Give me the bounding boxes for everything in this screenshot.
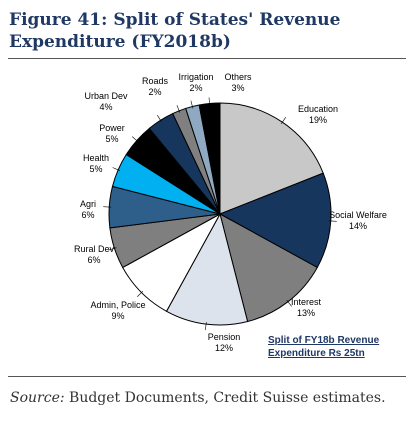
slice-label-interest: Interest: [291, 297, 322, 307]
leader-social-welfare: [328, 220, 337, 222]
leader-power: [132, 136, 139, 143]
figure-title-line-1: Figure 41: Split of States' Revenue: [9, 10, 341, 30]
leader-irrigation: [190, 100, 194, 109]
chart-subtitle-line-1: Split of FY18b Revenue: [268, 335, 380, 346]
leader-roads: [176, 105, 181, 113]
leader-health: [112, 167, 121, 171]
slice-label-urban-dev: Urban Dev: [84, 91, 128, 101]
slice-label-social-welfare: Social Welfare: [329, 210, 387, 220]
leader-rural-dev: [108, 247, 117, 251]
slice-label-agri: Agri: [80, 199, 96, 209]
slice-label-power: Power: [99, 123, 125, 133]
slice-value-health: 5%: [89, 164, 102, 174]
slice-value-others: 3%: [231, 83, 244, 93]
slice-label-rural-dev: Rural Dev: [74, 244, 115, 254]
leader-lines: [103, 97, 337, 331]
slice-value-pension: 12%: [215, 343, 233, 353]
slice-value-roads: 2%: [148, 87, 161, 97]
chart-subtitle-line-2: Expenditure Rs 25tn: [268, 348, 365, 359]
slice-value-urban-dev: 4%: [99, 102, 112, 112]
slice-label-education: Education: [298, 104, 338, 114]
slice-value-education: 19%: [309, 115, 327, 125]
slice-value-agri: 6%: [81, 210, 94, 220]
slice-label-irrigation: Irrigation: [178, 72, 213, 82]
slice-value-rural-dev: 6%: [87, 255, 100, 265]
slice-label-pension: Pension: [208, 332, 241, 342]
leader-urban-dev: [157, 115, 162, 123]
leader-agri: [103, 206, 112, 208]
slice-value-irrigation: 2%: [189, 83, 202, 93]
slice-label-others: Others: [224, 72, 252, 82]
slice-value-interest: 13%: [297, 308, 315, 318]
leader-others: [208, 97, 211, 106]
leader-interest: [286, 299, 292, 307]
source-note: Source: Budget Documents, Credit Suisse …: [10, 388, 410, 408]
figure-title-line-2: Expenditure (FY2018b): [9, 32, 231, 52]
leader-education: [281, 117, 287, 125]
slice-value-admin-police: 9%: [111, 311, 124, 321]
top-divider: [8, 58, 406, 59]
source-text: Budget Documents, Credit Suisse estimate…: [64, 390, 386, 406]
pie-slices: [108, 102, 332, 326]
leader-admin-police: [137, 290, 144, 297]
bottom-divider: [8, 376, 406, 377]
slice-label-roads: Roads: [142, 76, 169, 86]
slice-value-social-welfare: 14%: [349, 221, 367, 231]
slice-value-power: 5%: [105, 134, 118, 144]
slice-label-health: Health: [83, 153, 109, 163]
slice-label-admin-police: Admin, Police: [90, 300, 145, 310]
leader-pension: [205, 322, 207, 331]
figure-title: Figure 41: Split of States' Revenue Expe…: [9, 9, 409, 53]
source-prefix: Source:: [10, 390, 65, 406]
